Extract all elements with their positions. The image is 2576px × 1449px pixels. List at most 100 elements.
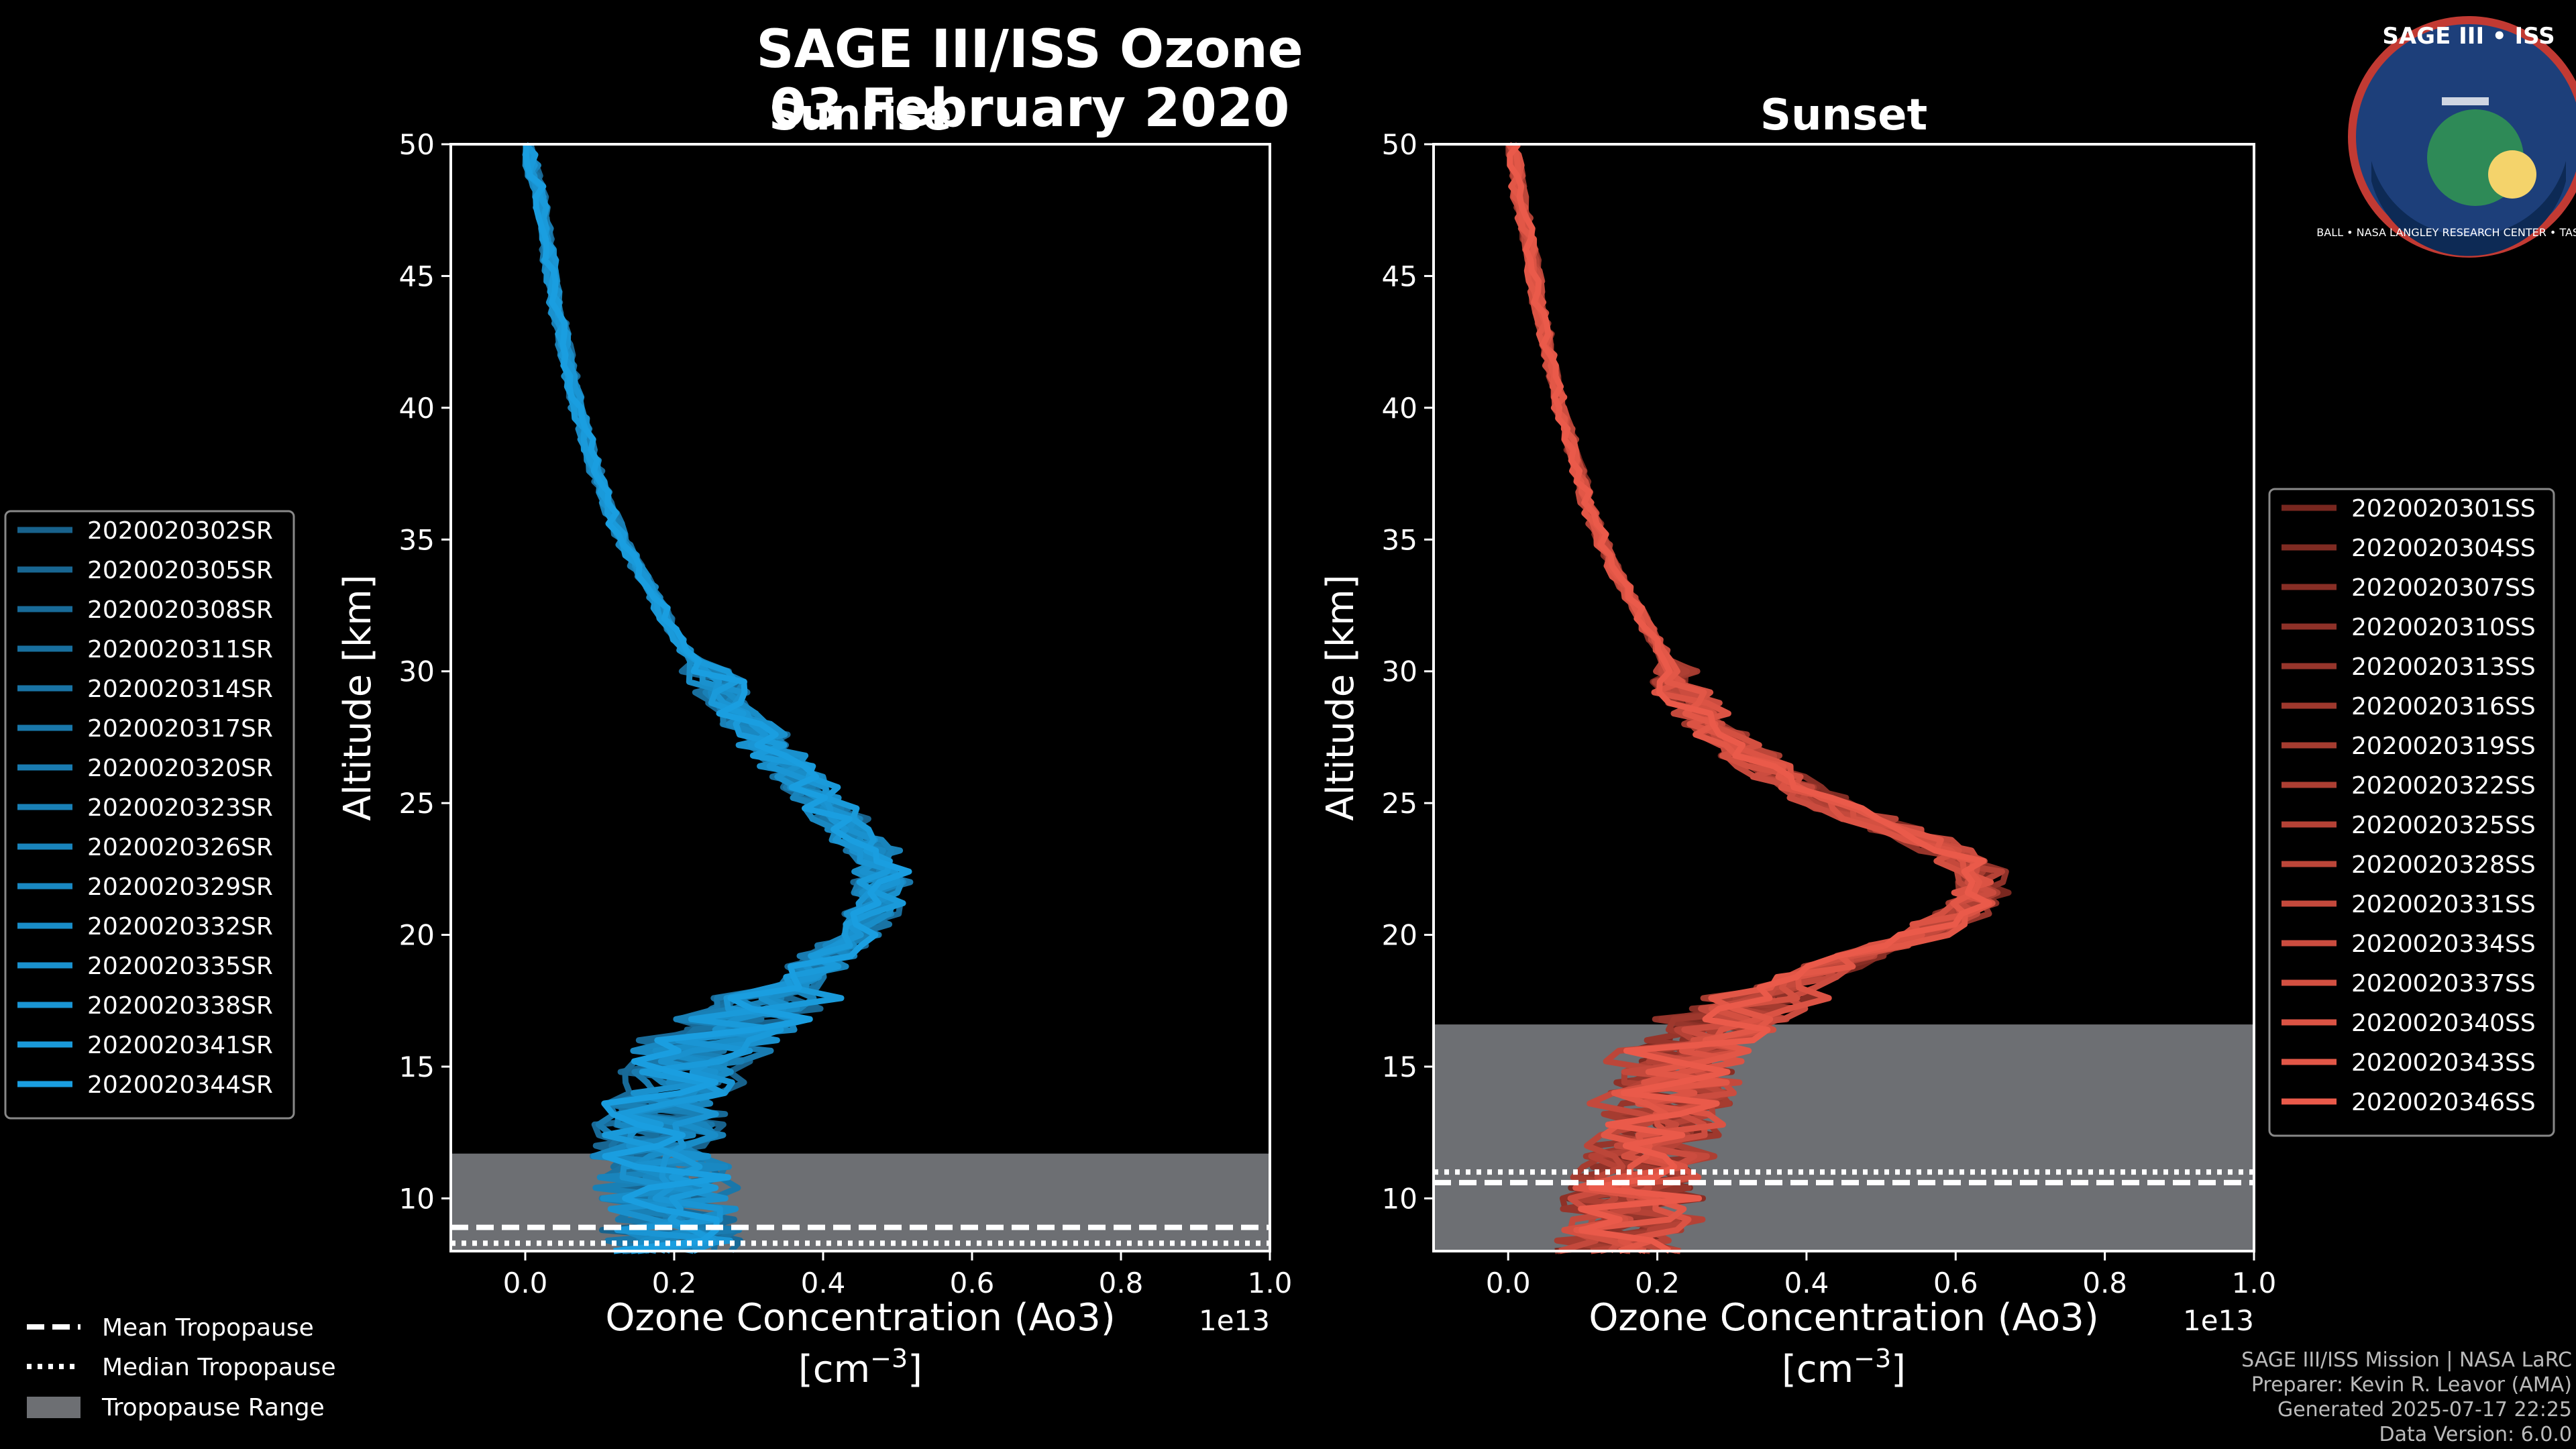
legend-label: 2020020301SS (2351, 495, 2536, 523)
x-tick-label: 0.6 (950, 1267, 995, 1299)
legend-label: 2020020313SS (2351, 653, 2536, 681)
y-tick-label: 30 (1382, 655, 1417, 688)
legend-label: 2020020329SR (87, 873, 273, 901)
legend-label: 2020020331SS (2351, 891, 2536, 918)
iss-icon (2442, 97, 2489, 105)
legend-label: 2020020338SR (87, 992, 273, 1020)
x-tick-label: 0.2 (652, 1267, 697, 1299)
credit-mission: SAGE III/ISS Mission | NASA LaRC (2241, 1348, 2572, 1372)
x-tick-label: 0.0 (1486, 1267, 1531, 1299)
tropopause-range-legend-swatch (27, 1397, 80, 1418)
y-tick-label: 45 (1382, 260, 1417, 292)
logo-title: SAGE III • ISS (2382, 23, 2555, 50)
x-tick-label: 1.0 (2232, 1267, 2277, 1299)
y-tick-label: 10 (399, 1182, 435, 1215)
legend-label: 2020020314SR (87, 676, 273, 703)
y-tick-label: 30 (399, 655, 435, 688)
tropopause-range-legend-label: Tropopause Range (101, 1394, 325, 1421)
figure-date: 03 February 2020 (770, 78, 1290, 139)
x-tick-label: 0.6 (1933, 1267, 1978, 1299)
legend-label: 2020020346SS (2351, 1089, 2536, 1116)
panel-title: Sunset (1760, 91, 1927, 140)
y-tick-label: 50 (1382, 128, 1417, 161)
median-tropopause-legend-label: Median Tropopause (102, 1354, 336, 1381)
plot-area (451, 144, 1270, 1251)
legend-label: 2020020322SS (2351, 772, 2536, 800)
credit-preparer: Preparer: Kevin R. Leavor (AMA) (2251, 1373, 2572, 1397)
logo-lower-band (2371, 161, 2566, 256)
legend-label: 2020020337SS (2351, 970, 2536, 998)
y-axis-label: Altitude [km] (336, 574, 380, 820)
legend-label: 2020020332SR (87, 913, 273, 941)
plot-frame (1432, 143, 2255, 1252)
legend-label: 2020020308SR (87, 596, 273, 624)
tropopause-range-band (451, 1153, 1270, 1251)
legend-label: 2020020307SS (2351, 574, 2536, 602)
legend-label: 2020020310SS (2351, 614, 2536, 641)
sunset-legend: 2020020301SS 2020020304SS 2020020307SS 2020… (2268, 488, 2555, 1137)
y-tick-label: 20 (1382, 919, 1417, 952)
legend-box (2268, 488, 2555, 1137)
x-tick-label: 0.8 (2082, 1267, 2127, 1299)
profile-line-2020020344SR (523, 144, 912, 1254)
x-axis-label: Ozone Concentration (Ao3) (605, 1296, 1115, 1340)
sunrise-panel: 10 15 20 25 30 35 40 45 50 0.0 0.2 0.4 0.6 0.8 1.0 1e13… (336, 91, 1292, 1391)
profile-line-2020020343SS (1508, 143, 1982, 1254)
y-tick-label: 25 (399, 787, 435, 820)
figure-title: SAGE III/ISS Ozone (756, 19, 1303, 80)
mean-tropopause-legend-label: Mean Tropopause (102, 1314, 314, 1342)
credit-data-version: Data Version: 6.0.0 (2379, 1423, 2572, 1446)
credit-generated: Generated 2025-07-17 22:25 (2277, 1398, 2572, 1421)
y-tick-label: 15 (1382, 1051, 1417, 1083)
y-tick-label: 10 (1382, 1182, 1417, 1215)
legend-label: 2020020343SS (2351, 1049, 2536, 1077)
x-tick-label: 0.4 (1784, 1267, 1829, 1299)
legend-label: 2020020326SR (87, 834, 273, 861)
legend-label: 2020020305SR (87, 557, 273, 584)
x-tick-label: 0.8 (1099, 1267, 1144, 1299)
sage-iii-iss-logo: SAGE III • ISS BALL • NASA LANGLEY RESEA… (2316, 16, 2576, 258)
legend-label: 2020020328SS (2351, 851, 2536, 879)
credits-block: SAGE III/ISS Mission | NASA LaRC Prepare… (2241, 1348, 2572, 1446)
tropopause-range-band (1434, 1024, 2254, 1251)
x-multiplier-label: 1e13 (2183, 1304, 2254, 1337)
legend-label: 2020020325SS (2351, 812, 2536, 839)
legend-label: 2020020341SR (87, 1032, 273, 1059)
legend-label: 2020020317SR (87, 715, 273, 743)
y-tick-label: 50 (399, 128, 435, 161)
legend-label: 2020020311SR (87, 636, 273, 663)
legend-label: 2020020344SR (87, 1071, 273, 1099)
legend-box (4, 510, 295, 1120)
legend-label: 2020020304SS (2351, 535, 2536, 562)
y-tick-label: 45 (399, 260, 435, 292)
legend-label: 2020020319SS (2351, 733, 2536, 760)
legend-label: 2020020335SR (87, 953, 273, 980)
y-tick-label: 40 (1382, 392, 1417, 425)
y-axis-label: Altitude [km] (1319, 574, 1362, 820)
legend-label: 2020020302SR (87, 517, 273, 545)
panel-title: Sunrise (769, 91, 951, 140)
x-axis-units: [cm−3] (1782, 1344, 1906, 1391)
x-axis-label: Ozone Concentration (Ao3) (1589, 1296, 2098, 1340)
y-tick-label: 35 (399, 523, 435, 556)
legend-label: 2020020340SS (2351, 1010, 2536, 1037)
x-tick-label: 0.0 (503, 1267, 548, 1299)
legend-label: 2020020320SR (87, 755, 273, 782)
profile-line-2020020346SS (1507, 142, 1992, 1254)
legend-label: 2020020323SR (87, 794, 273, 822)
y-tick-label: 20 (399, 919, 435, 952)
profile-line-2020020341SR (523, 142, 906, 1254)
y-tick-label: 35 (1382, 523, 1417, 556)
logo-ring-text: BALL • NASA LANGLEY RESEARCH CENTER • TA… (2316, 226, 2576, 239)
x-tick-label: 1.0 (1248, 1267, 1293, 1299)
y-tick-label: 40 (399, 392, 435, 425)
legend-label: 2020020316SS (2351, 693, 2536, 720)
x-tick-label: 0.2 (1635, 1267, 1680, 1299)
sun-icon (2488, 150, 2536, 199)
x-axis-units: [cm−3] (798, 1344, 922, 1391)
x-tick-label: 0.4 (801, 1267, 846, 1299)
tropopause-legend: Mean Tropopause Median Tropopause Tropop… (27, 1314, 336, 1421)
y-tick-label: 15 (399, 1051, 435, 1083)
plot-frame (449, 143, 1271, 1252)
